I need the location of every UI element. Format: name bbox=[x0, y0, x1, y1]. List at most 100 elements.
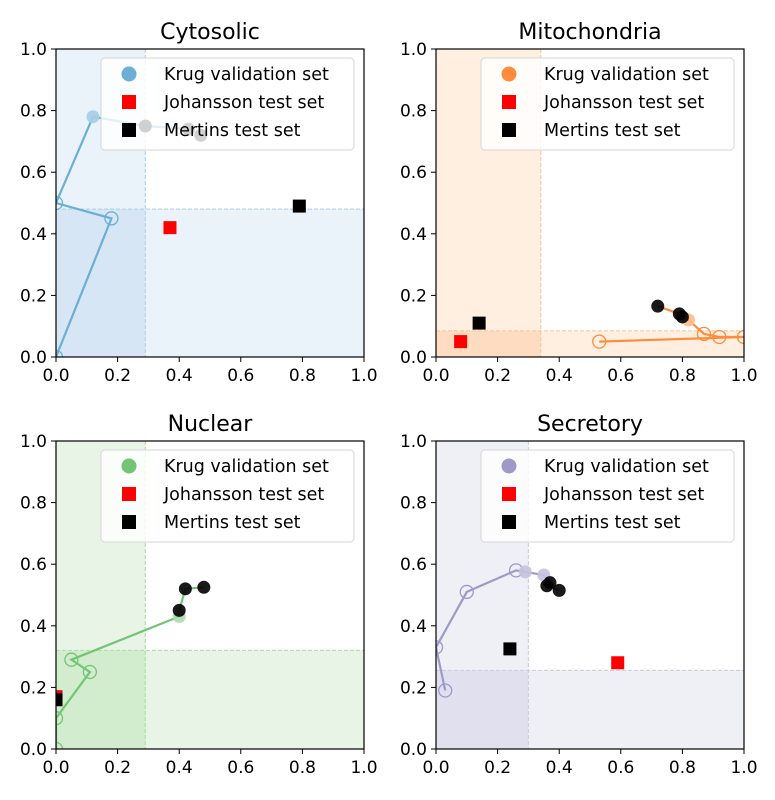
krug-point bbox=[651, 299, 665, 313]
x-tick-label: 0.6 bbox=[227, 758, 254, 778]
johansson-marker bbox=[611, 656, 625, 670]
x-tick-label: 0.6 bbox=[607, 366, 634, 386]
subplot-title: Mitochondria bbox=[518, 20, 661, 45]
johansson-marker bbox=[163, 221, 177, 235]
subplot-nuclear: 0.0 0.2 0.4 0.6 0.8 1.0 0.0 0.2 0.4 0.6 0.8 1.0 Nucl… bbox=[20, 412, 378, 778]
krug-point bbox=[518, 565, 532, 579]
krug-point bbox=[552, 583, 566, 597]
x-tick-label: 0.8 bbox=[289, 366, 316, 386]
y-tick-label: 0.8 bbox=[400, 102, 427, 122]
axes-frame bbox=[435, 440, 745, 750]
x-tick-label: 0.8 bbox=[669, 758, 696, 778]
legend-label: Krug validation set bbox=[164, 65, 329, 85]
y-tick-label: 0.2 bbox=[400, 286, 427, 306]
y-tick-label: 0.2 bbox=[20, 678, 47, 698]
axes-frame bbox=[55, 440, 365, 750]
x-tick-label: 0.0 bbox=[422, 366, 449, 386]
threshold-region-overlap bbox=[436, 330, 541, 357]
legend-label: Krug validation set bbox=[544, 457, 709, 477]
johansson-marker bbox=[454, 335, 468, 349]
legend: Krug validation set Johansson test set Mer… bbox=[480, 449, 735, 543]
data-area bbox=[454, 299, 744, 349]
x-tick-label: 0.4 bbox=[546, 366, 573, 386]
subplot-title: Secretory bbox=[537, 412, 643, 437]
mertins-marker bbox=[472, 316, 486, 330]
legend-johansson-swatch bbox=[122, 487, 136, 501]
mertins-marker bbox=[503, 642, 517, 656]
krug-point bbox=[172, 603, 186, 617]
x-tick-label: 0.4 bbox=[546, 758, 573, 778]
legend: Krug validation set Johansson test set Mer… bbox=[480, 57, 735, 151]
krug-point bbox=[436, 640, 444, 655]
x-tick-label: 0.6 bbox=[607, 758, 634, 778]
legend: Krug validation set Johansson test set Mer… bbox=[100, 449, 355, 543]
x-tick-label: 0.2 bbox=[484, 366, 511, 386]
legend-box bbox=[480, 449, 735, 543]
axes-frame bbox=[55, 48, 365, 358]
legend-box bbox=[480, 57, 735, 151]
x-tick-label: 0.0 bbox=[42, 758, 69, 778]
x-tick-label: 0.2 bbox=[484, 758, 511, 778]
legend-krug-swatch bbox=[501, 458, 517, 474]
legend-krug-swatch bbox=[121, 458, 137, 474]
y-tick-label: 0.0 bbox=[400, 740, 427, 760]
y-tick-label: 0.8 bbox=[400, 494, 427, 514]
krug-point bbox=[736, 329, 744, 345]
krug-point bbox=[104, 211, 119, 226]
subplot-title: Nuclear bbox=[168, 412, 254, 437]
y-tick-label: 0.8 bbox=[20, 494, 47, 514]
krug-point bbox=[56, 711, 64, 726]
krug-point bbox=[712, 329, 727, 345]
legend-johansson-swatch bbox=[502, 95, 516, 109]
legend-mertins-swatch bbox=[122, 515, 136, 529]
legend-label: Johansson test set bbox=[163, 485, 324, 505]
legend-krug-swatch bbox=[501, 66, 517, 82]
y-tick-label: 0.4 bbox=[400, 617, 427, 637]
x-tick-label: 0.4 bbox=[166, 366, 193, 386]
legend-label: Mertins test set bbox=[544, 513, 681, 533]
legend-johansson-swatch bbox=[502, 487, 516, 501]
krug-point bbox=[178, 582, 192, 596]
y-tick-label: 1.0 bbox=[400, 432, 427, 452]
threshold-region-overlap bbox=[56, 209, 146, 357]
legend-label: Mertins test set bbox=[164, 121, 301, 141]
legend-label: Johansson test set bbox=[543, 485, 704, 505]
krug-point bbox=[696, 326, 712, 342]
y-tick-label: 0.0 bbox=[20, 740, 47, 760]
y-tick-label: 0.2 bbox=[20, 286, 47, 306]
legend-box bbox=[100, 57, 355, 151]
y-tick-label: 0.4 bbox=[20, 617, 47, 637]
y-tick-label: 1.0 bbox=[20, 432, 47, 452]
y-tick-label: 1.0 bbox=[20, 40, 47, 60]
x-tick-label: 0.4 bbox=[166, 758, 193, 778]
x-tick-label: 0.0 bbox=[422, 758, 449, 778]
legend-label: Krug validation set bbox=[544, 65, 709, 85]
x-tick-label: 0.2 bbox=[104, 758, 131, 778]
x-tick-label: 1.0 bbox=[730, 366, 757, 386]
krug-point bbox=[86, 110, 100, 124]
y-tick-label: 0.6 bbox=[400, 163, 427, 183]
y-tick-label: 0.6 bbox=[20, 163, 47, 183]
y-tick-label: 0.6 bbox=[20, 555, 47, 575]
legend-mertins-swatch bbox=[502, 123, 516, 137]
data-area bbox=[56, 580, 211, 749]
legend-box bbox=[100, 449, 355, 543]
threshold-region-overlap bbox=[436, 670, 529, 749]
legend-mertins-swatch bbox=[502, 515, 516, 529]
legend-label: Johansson test set bbox=[543, 93, 704, 113]
mertins-marker bbox=[292, 199, 306, 213]
krug-point bbox=[459, 584, 474, 600]
x-tick-label: 1.0 bbox=[350, 366, 377, 386]
x-tick-label: 1.0 bbox=[350, 758, 377, 778]
krug-point bbox=[56, 195, 64, 211]
legend-label: Mertins test set bbox=[544, 121, 681, 141]
y-tick-label: 0.2 bbox=[400, 678, 427, 698]
legend-johansson-swatch bbox=[122, 95, 136, 109]
legend-krug-swatch bbox=[121, 66, 137, 82]
mertins-marker bbox=[56, 693, 63, 707]
legend-mertins-swatch bbox=[122, 123, 136, 137]
y-tick-label: 1.0 bbox=[400, 40, 427, 60]
subplot-mitochondria: 0.0 0.2 0.4 0.6 0.8 1.0 0.0 0.2 0.4 0.6 0.8 1.0 Mito… bbox=[400, 20, 758, 386]
y-tick-label: 0.4 bbox=[400, 225, 427, 245]
